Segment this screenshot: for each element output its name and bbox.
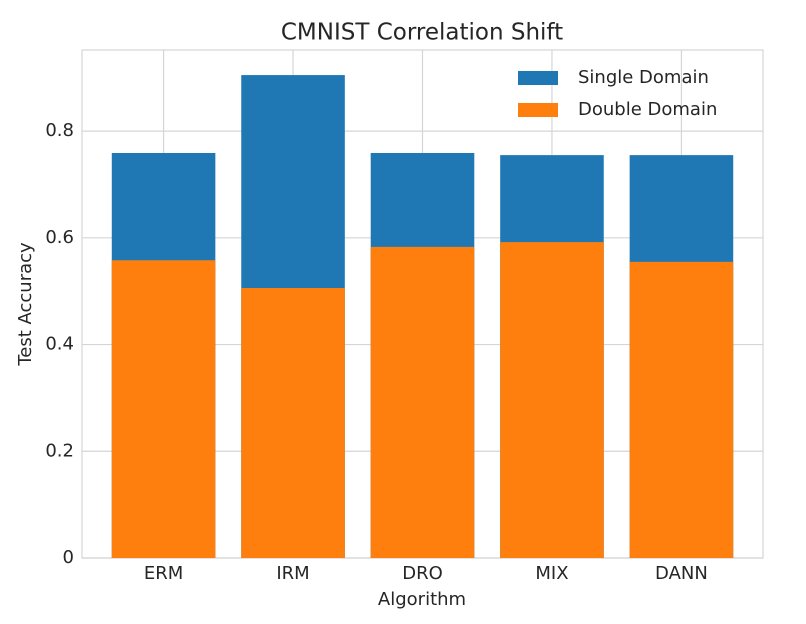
x-tick-label: MIX bbox=[535, 563, 568, 584]
bar bbox=[500, 242, 604, 559]
x-tick-label: IRM bbox=[276, 563, 309, 584]
legend-swatch bbox=[518, 103, 558, 117]
bar bbox=[241, 287, 345, 558]
bar bbox=[629, 261, 734, 558]
x-tick-label: ERM bbox=[144, 563, 183, 584]
legend-label: Double Domain bbox=[578, 99, 717, 120]
bar bbox=[111, 260, 216, 558]
y-tick-label: 0.8 bbox=[45, 120, 74, 141]
chart-title: CMNIST Correlation Shift bbox=[281, 20, 563, 46]
y-axis-label: Test Accuracy bbox=[15, 242, 36, 367]
legend-swatch bbox=[518, 71, 558, 85]
y-tick-label: 0.4 bbox=[45, 334, 74, 355]
bar bbox=[370, 246, 475, 558]
y-tick-label: 0 bbox=[63, 547, 74, 568]
y-tick-label: 0.6 bbox=[45, 227, 74, 248]
x-tick-label: DRO bbox=[402, 563, 443, 584]
legend-label: Single Domain bbox=[578, 67, 709, 88]
x-tick-label: DANN bbox=[655, 563, 708, 584]
y-tick-label: 0.2 bbox=[45, 440, 74, 461]
x-axis-label: Algorithm bbox=[378, 589, 466, 610]
